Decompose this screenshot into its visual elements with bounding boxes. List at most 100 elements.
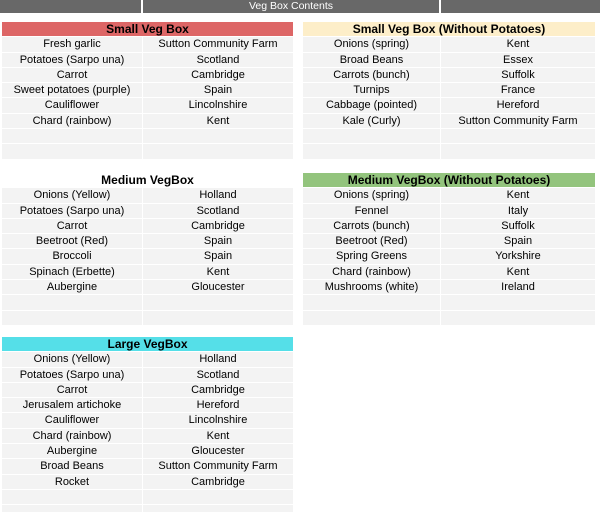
item-cell[interactable]: Cauliflower	[2, 98, 142, 113]
item-cell[interactable]: Kale (Curly)	[303, 113, 440, 129]
origin-cell[interactable]: Suffolk	[441, 218, 595, 234]
origin-cell[interactable]: Gloucester	[143, 444, 293, 459]
item-cell[interactable]	[2, 144, 142, 159]
origin-cell[interactable]	[143, 310, 293, 325]
title-bar-right-cell[interactable]	[441, 0, 600, 13]
item-cell[interactable]: Turnips	[303, 83, 440, 98]
item-cell[interactable]: Jerusalem artichoke	[2, 398, 142, 413]
origin-cell[interactable]: Sutton Community Farm	[143, 37, 293, 52]
origin-cell[interactable]	[143, 129, 293, 144]
origin-cell[interactable]: Yorkshire	[441, 249, 595, 264]
origin-cell[interactable]	[441, 295, 595, 310]
page-title[interactable]: Veg Box Contents	[143, 0, 439, 13]
origin-cell[interactable]: Kent	[143, 264, 293, 280]
table-header-cell[interactable]: Large VegBox	[2, 337, 293, 352]
origin-cell[interactable]: Italy	[441, 203, 595, 218]
origin-cell[interactable]: Scotland	[143, 367, 293, 382]
table-header-cell[interactable]: Medium VegBox (Without Potatoes)	[303, 173, 595, 188]
title-bar-left-cell[interactable]	[0, 0, 141, 13]
item-cell[interactable]: Rocket	[2, 474, 142, 489]
origin-cell[interactable]: Kent	[441, 264, 595, 280]
origin-cell[interactable]: Essex	[441, 52, 595, 67]
item-cell[interactable]: Potatoes (Sarpo una)	[2, 367, 142, 382]
item-cell[interactable]: Onions (spring)	[303, 188, 440, 203]
origin-cell[interactable]: Cambridge	[143, 474, 293, 489]
item-cell[interactable]: Fresh garlic	[2, 37, 142, 52]
origin-cell[interactable]	[143, 505, 293, 512]
item-cell[interactable]: Onions (Yellow)	[2, 352, 142, 367]
item-cell[interactable]: Cabbage (pointed)	[303, 98, 440, 113]
item-cell[interactable]: Spinach (Erbette)	[2, 264, 142, 280]
item-cell[interactable]: Spring Greens	[303, 249, 440, 264]
item-cell[interactable]	[2, 295, 142, 310]
item-cell[interactable]	[2, 310, 142, 325]
origin-cell[interactable]: Sutton Community Farm	[441, 113, 595, 129]
origin-cell[interactable]	[441, 310, 595, 325]
origin-cell[interactable]	[441, 144, 595, 159]
origin-cell[interactable]: Hereford	[441, 98, 595, 113]
item-cell[interactable]: Carrots (bunch)	[303, 218, 440, 234]
item-cell[interactable]	[303, 144, 440, 159]
item-cell[interactable]: Fennel	[303, 203, 440, 218]
item-cell[interactable]: Mushrooms (white)	[303, 280, 440, 295]
item-cell[interactable]: Potatoes (Sarpo una)	[2, 52, 142, 67]
origin-cell[interactable]	[441, 129, 595, 144]
item-cell[interactable]: Carrot	[2, 67, 142, 83]
item-cell[interactable]: Sweet potatoes (purple)	[2, 83, 142, 98]
origin-cell[interactable]: Spain	[143, 83, 293, 98]
origin-cell[interactable]: Kent	[441, 37, 595, 52]
item-cell[interactable]: Carrot	[2, 382, 142, 398]
item-cell[interactable]	[303, 310, 440, 325]
origin-cell[interactable]: Scotland	[143, 52, 293, 67]
item-cell[interactable]: Carrots (bunch)	[303, 67, 440, 83]
item-cell[interactable]	[2, 489, 142, 505]
origin-cell[interactable]	[143, 489, 293, 505]
origin-cell[interactable]: Kent	[143, 428, 293, 444]
item-cell[interactable]: Beetroot (Red)	[2, 234, 142, 249]
origin-cell[interactable]: Scotland	[143, 203, 293, 218]
origin-cell[interactable]: Ireland	[441, 280, 595, 295]
item-cell[interactable]: Onions (spring)	[303, 37, 440, 52]
item-cell[interactable]: Beetroot (Red)	[303, 234, 440, 249]
item-cell[interactable]: Potatoes (Sarpo una)	[2, 203, 142, 218]
origin-cell[interactable]: Kent	[143, 113, 293, 129]
origin-cell[interactable]: Holland	[143, 188, 293, 203]
origin-cell[interactable]: Kent	[441, 188, 595, 203]
origin-cell[interactable]: Cambridge	[143, 67, 293, 83]
origin-cell[interactable]: Cambridge	[143, 218, 293, 234]
origin-cell[interactable]: Cambridge	[143, 382, 293, 398]
item-cell[interactable]: Carrot	[2, 218, 142, 234]
table-row: Spring Greens Yorkshire	[303, 249, 595, 264]
item-cell[interactable]: Broccoli	[2, 249, 142, 264]
veg-table: Small Veg Box (Without Potatoes) Onions …	[303, 22, 595, 160]
item-cell[interactable]: Aubergine	[2, 444, 142, 459]
origin-cell[interactable]: Holland	[143, 352, 293, 367]
origin-cell[interactable]: Sutton Community Farm	[143, 459, 293, 474]
item-cell[interactable]: Chard (rainbow)	[2, 113, 142, 129]
item-cell[interactable]: Broad Beans	[2, 459, 142, 474]
item-cell[interactable]	[303, 295, 440, 310]
item-cell[interactable]: Onions (Yellow)	[2, 188, 142, 203]
origin-cell[interactable]: France	[441, 83, 595, 98]
table-header-cell[interactable]: Medium VegBox	[2, 173, 293, 188]
origin-cell[interactable]: Lincolnshire	[143, 413, 293, 428]
item-cell[interactable]: Chard (rainbow)	[303, 264, 440, 280]
origin-cell[interactable]: Spain	[441, 234, 595, 249]
item-cell[interactable]: Chard (rainbow)	[2, 428, 142, 444]
origin-cell[interactable]: Lincolnshire	[143, 98, 293, 113]
origin-cell[interactable]: Spain	[143, 234, 293, 249]
item-cell[interactable]	[2, 129, 142, 144]
item-cell[interactable]: Broad Beans	[303, 52, 440, 67]
origin-cell[interactable]: Suffolk	[441, 67, 595, 83]
table-header-cell[interactable]: Small Veg Box	[2, 22, 293, 37]
origin-cell[interactable]: Spain	[143, 249, 293, 264]
table-header-cell[interactable]: Small Veg Box (Without Potatoes)	[303, 22, 595, 37]
origin-cell[interactable]	[143, 144, 293, 159]
origin-cell[interactable]: Gloucester	[143, 280, 293, 295]
item-cell[interactable]	[303, 129, 440, 144]
origin-cell[interactable]: Hereford	[143, 398, 293, 413]
item-cell[interactable]	[2, 505, 142, 512]
item-cell[interactable]: Cauliflower	[2, 413, 142, 428]
item-cell[interactable]: Aubergine	[2, 280, 142, 295]
origin-cell[interactable]	[143, 295, 293, 310]
